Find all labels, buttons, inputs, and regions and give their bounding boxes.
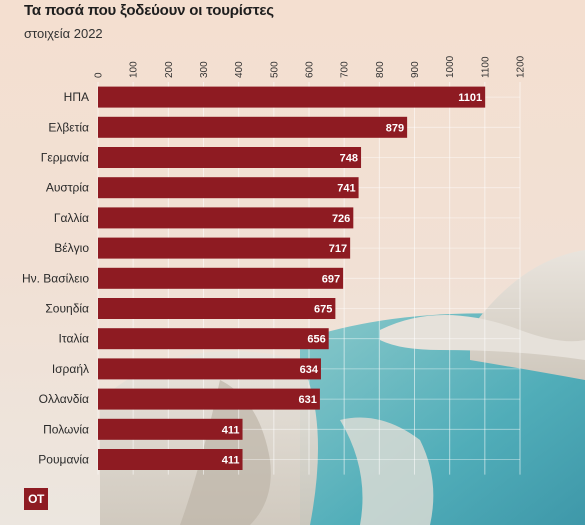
category-label: Βέλγιο [54, 241, 89, 255]
x-tick-label: 0 [94, 72, 105, 78]
bar [98, 388, 320, 410]
value-label: 675 [314, 304, 332, 316]
bar [98, 358, 321, 380]
x-tick-label: 300 [199, 61, 210, 78]
category-label: Ιταλία [59, 332, 90, 346]
x-tick-label: 100 [129, 61, 140, 78]
category-label: Ην. Βασίλειο [22, 271, 89, 285]
bar [98, 207, 354, 229]
bar [98, 147, 362, 168]
bar [98, 449, 243, 470]
x-tick-label: 200 [164, 61, 175, 78]
category-label: Πολωνία [43, 422, 89, 436]
value-label: 717 [329, 243, 347, 255]
x-tick-label: 500 [269, 61, 280, 78]
bar [98, 328, 329, 350]
bar [98, 298, 336, 319]
bar [98, 237, 351, 259]
value-label: 748 [340, 153, 358, 165]
value-label: 726 [332, 213, 350, 225]
category-label: Σουηδία [45, 302, 89, 316]
bar [98, 418, 243, 440]
value-label: 879 [386, 122, 404, 134]
x-tick-label: 900 [410, 61, 421, 78]
x-tick-label: 1200 [516, 55, 527, 78]
value-label: 411 [222, 455, 240, 467]
category-label: Αυστρία [46, 181, 89, 195]
category-label: Ρουμανία [38, 453, 89, 467]
category-labels: ΗΠΑ Ελβετία Γερμανία Αυστρία Γαλλία Βέλγιο Ην.… [22, 90, 89, 466]
x-axis-ticks: 0 100 200 300 400 500 600 700 800 900 1000 1100 1200 [94, 55, 527, 78]
publisher-logo: ΟΤ [24, 488, 48, 510]
category-label: Ισραήλ [52, 362, 89, 376]
x-tick-label: 1100 [480, 56, 491, 78]
x-tick-label: 700 [340, 61, 351, 78]
bar [98, 116, 408, 138]
value-label: 697 [322, 273, 340, 285]
value-label: 656 [307, 334, 325, 346]
x-tick-label: 400 [234, 61, 245, 78]
bars [98, 86, 486, 470]
value-label: 1101 [458, 92, 482, 104]
bar [98, 177, 359, 199]
x-tick-label: 600 [305, 61, 316, 78]
category-label: ΗΠΑ [64, 90, 89, 104]
bar [98, 86, 486, 108]
chart-subtitle: στοιχεία 2022 [24, 26, 103, 41]
value-label: 634 [300, 364, 319, 376]
x-tick-label: 1000 [445, 55, 456, 78]
x-tick-label: 800 [375, 61, 386, 78]
value-label: 411 [222, 424, 240, 436]
category-label: Ολλανδία [39, 392, 89, 406]
category-label: Γαλλία [54, 211, 89, 225]
bar [98, 267, 344, 289]
category-label: Γερμανία [41, 151, 89, 165]
value-label: 631 [299, 394, 317, 406]
value-labels: 1101 879 748 741 726 717 697 675 656 634 631 411 411 [222, 92, 482, 466]
value-label: 741 [337, 183, 355, 195]
chart-title: Τα ποσά που ξοδεύουν οι τουρίστες [24, 2, 274, 19]
category-label: Ελβετία [48, 120, 89, 134]
